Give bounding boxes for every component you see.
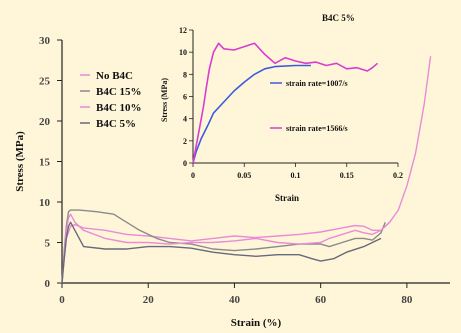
- inset-x-tick-label: 0: [191, 171, 195, 180]
- inset-x-tick-label: 0.2: [393, 171, 403, 180]
- inset-series-line: [192, 64, 311, 164]
- inset-series-line: [192, 42, 379, 164]
- main-x-tick-label: 0: [59, 294, 65, 306]
- main-series-line: [61, 213, 391, 284]
- inset-y-tick-label: 10: [179, 48, 187, 57]
- main-legend-label: B4C 10%: [96, 102, 142, 114]
- main-y-tick-label: 10: [39, 197, 51, 209]
- main-y-tick-label: 5: [45, 238, 51, 250]
- main-legend-label: B4C 5%: [96, 118, 136, 130]
- inset-title: B4C 5%: [322, 13, 355, 23]
- main-series-line: [61, 221, 382, 284]
- main-y-axis-label: Stress (MPa): [14, 131, 26, 192]
- inset-y-tick-label: 8: [183, 70, 187, 79]
- inset-x-axis-label: Strain: [275, 193, 299, 203]
- main-y-tick-label: 15: [39, 157, 51, 169]
- inset-y-tick-label: 6: [183, 93, 187, 102]
- main-series-line: [61, 209, 386, 284]
- main-legend-label: No B4C: [96, 70, 133, 82]
- main-x-tick-label: 80: [401, 294, 413, 306]
- main-x-tick-label: 60: [315, 294, 327, 306]
- main-x-axis-label: Strain (%): [231, 317, 282, 329]
- inset-y-axis-label: Stress (MPa): [160, 78, 169, 122]
- main-x-tick-label: 20: [143, 294, 155, 306]
- inset-y-tick-label: 0: [183, 159, 187, 168]
- inset-legend-label: strain rate=1566/s: [286, 124, 348, 133]
- main-y-tick-label: 20: [39, 116, 51, 128]
- inset-legend-label: strain rate=1007/s: [286, 79, 348, 88]
- main-legend-label: B4C 15%: [96, 86, 142, 98]
- inset-x-tick-label: 0.15: [340, 171, 354, 180]
- inset-y-tick-label: 2: [183, 137, 187, 146]
- main-x-tick-label: 40: [229, 294, 241, 306]
- inset-x-tick-label: 0.1: [291, 171, 301, 180]
- main-y-tick-label: 30: [39, 35, 51, 47]
- inset-y-tick-label: 12: [179, 26, 187, 35]
- main-y-tick-label: 0: [45, 278, 51, 290]
- inset-y-tick-label: 4: [183, 115, 187, 124]
- main-y-tick-label: 25: [39, 76, 51, 88]
- inset-x-tick-label: 0.05: [237, 171, 251, 180]
- inset-chart: 0 2 4 6 8 10 12 0 0.05 0.1 0.15 0.2 Strain Stress (MP…: [160, 13, 403, 203]
